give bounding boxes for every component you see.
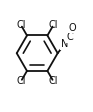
Text: Cl: Cl (16, 76, 26, 86)
Text: C: C (67, 32, 74, 42)
Text: O: O (68, 23, 76, 33)
Text: Cl: Cl (49, 20, 58, 30)
Text: Cl: Cl (49, 76, 58, 86)
Text: N: N (61, 39, 68, 49)
Text: Cl: Cl (16, 20, 26, 30)
